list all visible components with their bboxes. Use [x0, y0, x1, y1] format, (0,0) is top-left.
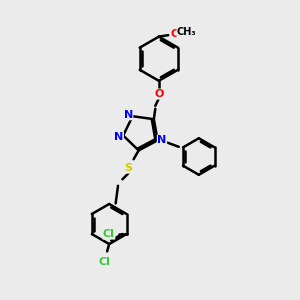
Text: N: N — [114, 132, 123, 142]
Text: O: O — [170, 29, 180, 39]
Text: N: N — [158, 135, 166, 145]
Text: Cl: Cl — [99, 257, 111, 267]
Text: CH₃: CH₃ — [177, 27, 197, 37]
Text: Cl: Cl — [103, 229, 115, 239]
Text: N: N — [124, 110, 133, 120]
Text: O: O — [154, 89, 164, 99]
Text: S: S — [124, 163, 132, 173]
